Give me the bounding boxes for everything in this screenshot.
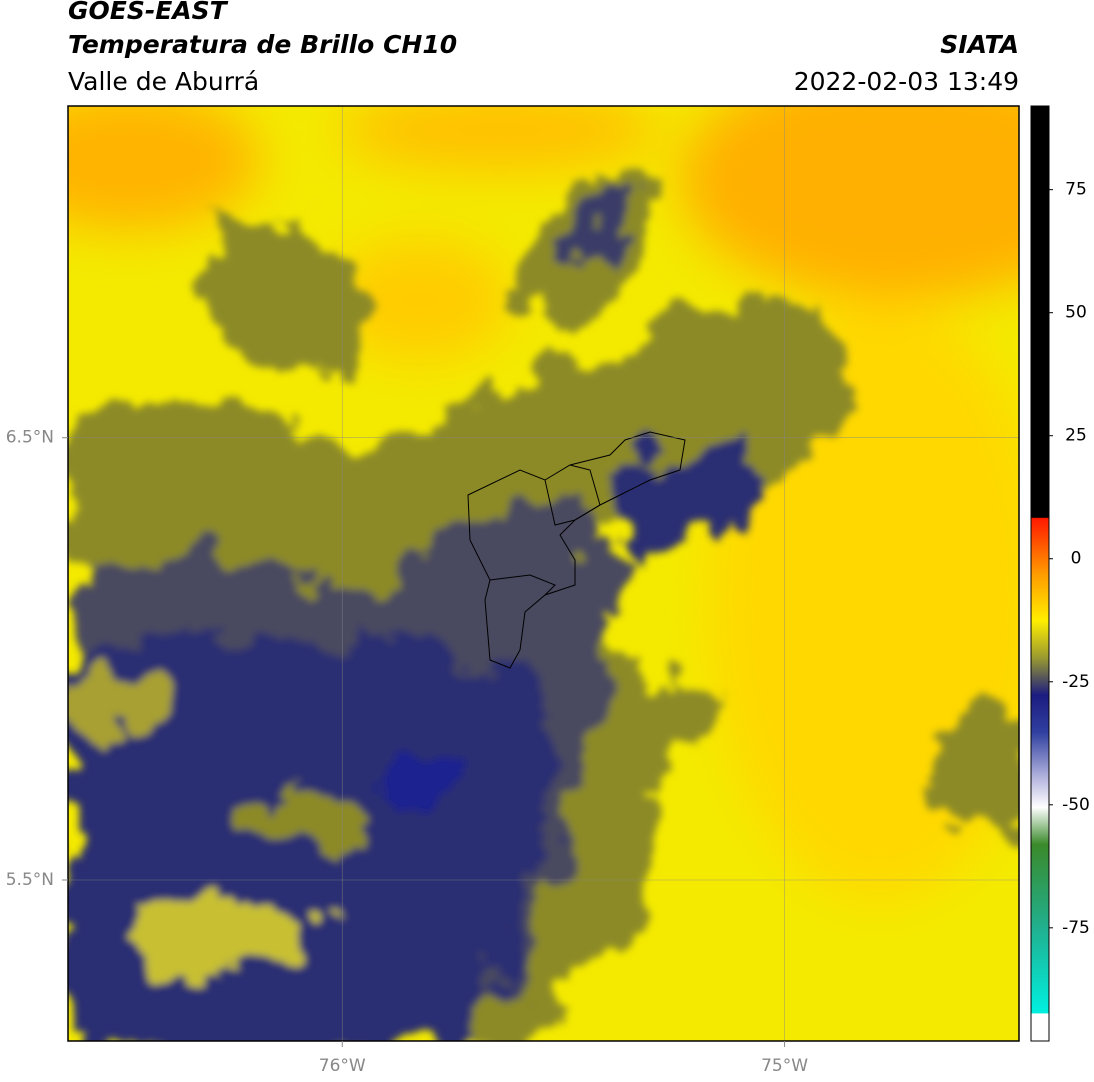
- y-tick-label: 6.5°N: [6, 428, 54, 448]
- colorbar-tick-label: 50: [1065, 303, 1087, 323]
- colorbar-tick-label: 75: [1065, 180, 1087, 200]
- source: SIATA: [940, 30, 1019, 59]
- region: Valle de Aburrá: [68, 67, 259, 96]
- colorbar-tick-label: -75: [1062, 918, 1090, 938]
- x-tick-label: 75°W: [761, 1056, 808, 1076]
- title: GOES-EAST: [68, 0, 229, 25]
- datetime: 2022-02-03 13:49: [794, 67, 1019, 96]
- y-tick-label: 5.5°N: [6, 870, 54, 890]
- subtitle: Temperatura de Brillo CH10: [68, 30, 457, 59]
- map-frame: [67, 105, 1020, 1042]
- satellite-image: [68, 106, 1019, 1041]
- colorbar: [1030, 105, 1050, 1042]
- grid: [68, 106, 1019, 1041]
- colorbar-tick-label: 25: [1065, 426, 1087, 446]
- colorbar-tick-label: 0: [1071, 549, 1082, 569]
- colorbar-tick-label: -50: [1062, 795, 1090, 815]
- x-tick-label: 76°W: [319, 1056, 366, 1076]
- colorbar-tick-label: -25: [1062, 672, 1090, 692]
